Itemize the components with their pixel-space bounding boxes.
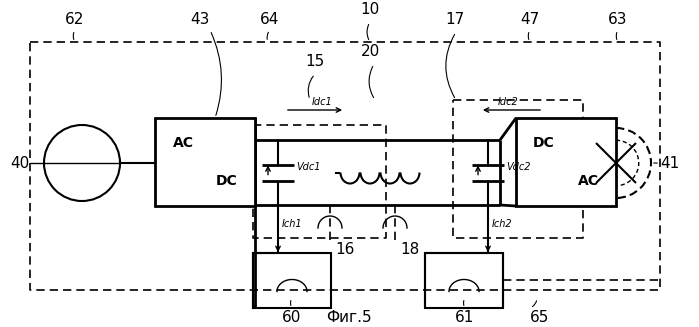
Text: Фиг.5: Фиг.5 [326,311,372,325]
Text: DC: DC [533,136,555,150]
Text: 61: 61 [455,311,475,325]
Text: 47: 47 [520,12,540,27]
Text: 65: 65 [531,311,549,325]
Bar [425,253,503,308]
Text: AC: AC [577,174,598,188]
Text: Vdc1: Vdc1 [296,163,321,173]
Bar [253,253,331,308]
Text: 16: 16 [336,243,354,257]
Text: 43: 43 [190,12,210,27]
Text: 10: 10 [361,3,380,18]
Text: Ich1: Ich1 [282,219,303,229]
Text: 40: 40 [10,156,29,170]
Text: Idc2: Idc2 [498,97,519,107]
Text: AC: AC [173,136,194,150]
Text: 18: 18 [401,243,419,257]
Text: 60: 60 [282,311,302,325]
Bar [155,118,255,206]
Text: 15: 15 [305,55,324,70]
Text: 64: 64 [260,12,280,27]
Text: 41: 41 [661,156,679,170]
Text: DC: DC [216,174,238,188]
Text: Ich2: Ich2 [492,219,512,229]
Text: 17: 17 [445,12,465,27]
Text: 63: 63 [608,12,628,27]
Text: Vdc2: Vdc2 [506,163,531,173]
Text: Idc1: Idc1 [312,97,333,107]
Text: 62: 62 [65,12,85,27]
Text: 20: 20 [361,44,380,60]
Bar [516,118,616,206]
